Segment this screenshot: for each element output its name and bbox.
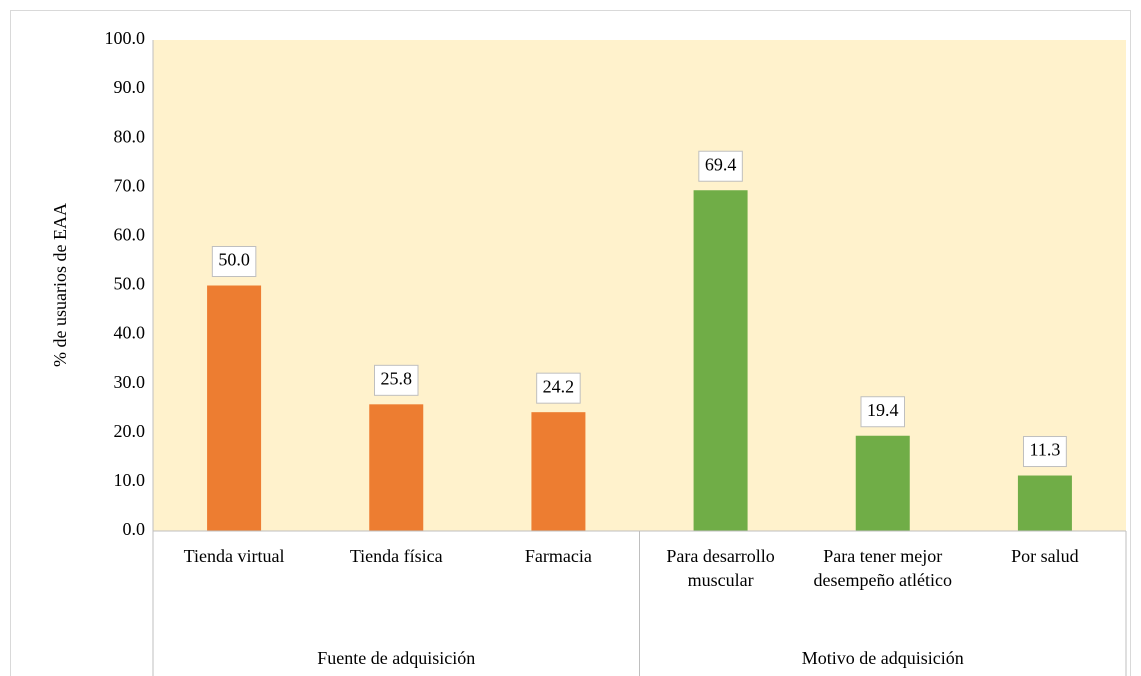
y-tick-label: 40.0	[114, 323, 146, 343]
y-tick-label: 90.0	[114, 77, 146, 97]
bar	[207, 285, 262, 531]
y-tick-label: 20.0	[114, 421, 146, 441]
x-tick-label: Tienda virtual	[183, 546, 285, 566]
chart-border	[10, 10, 1131, 676]
group-label: Motivo de adquisición	[801, 648, 964, 668]
bar	[693, 190, 748, 531]
data-label-box	[1022, 436, 1067, 468]
bar	[855, 435, 910, 531]
y-tick-label: 80.0	[114, 126, 146, 146]
data-label-box	[860, 396, 905, 428]
y-tick-label: 30.0	[114, 372, 146, 392]
x-tick-label: Farmacia	[524, 546, 592, 566]
y-tick-label: 60.0	[114, 225, 146, 245]
data-label-box	[536, 372, 581, 404]
bar	[531, 412, 586, 531]
data-label: 25.8	[381, 368, 413, 388]
data-label-box	[374, 364, 419, 396]
y-tick-label: 10.0	[114, 470, 146, 490]
x-tick-label: Tienda física	[349, 546, 443, 566]
group-label: Fuente de adquisición	[317, 648, 476, 668]
data-label: 11.3	[1029, 440, 1060, 460]
x-tick-label: Para desarrollo muscular	[666, 546, 775, 590]
data-label-box	[698, 150, 743, 182]
data-label-box	[211, 246, 257, 277]
y-axis-label: % de usuarios de EAA	[50, 203, 70, 367]
data-label: 19.4	[867, 400, 899, 420]
bar	[369, 404, 424, 531]
x-tick-label: Para tener mejor desempeño atlético	[813, 546, 952, 590]
x-tick-label: Por salud	[1011, 546, 1079, 566]
plot-area	[153, 40, 1126, 531]
y-tick-label: 100.0	[105, 28, 146, 48]
data-label: 24.2	[543, 376, 575, 396]
data-label: 69.4	[705, 154, 737, 174]
y-tick-label: 70.0	[114, 175, 146, 195]
y-tick-label: 50.0	[114, 274, 146, 294]
bar	[1017, 475, 1072, 531]
data-label: 50.0	[218, 250, 250, 270]
y-tick-label: 0.0	[123, 519, 146, 539]
